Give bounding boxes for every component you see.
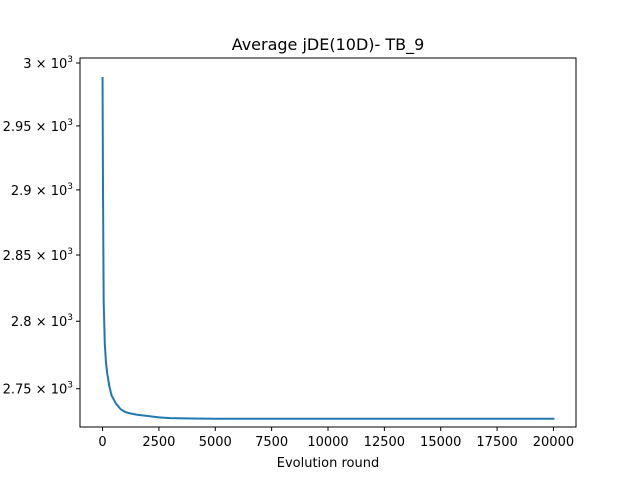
x-tick-label: 12500 [364,435,405,450]
y-tick-label: 2.75 × 103 [3,381,73,398]
x-axis: 0 2500 5000 7500 10000 12500 15000 17500 20000 [98,427,574,450]
y-tick-label: 3 × 103 [23,55,73,72]
x-axis-label: Evolution round [277,456,380,471]
x-tick-label: 5000 [199,435,232,450]
x-tick-label: 0 [98,435,106,450]
chart-title: Average jDE(10D)- TB_9 [232,35,425,55]
y-tick-label: 2.95 × 103 [3,118,73,135]
series-layer [101,76,555,420]
x-tick-label: 2500 [142,435,175,450]
x-tick-label: 17500 [476,435,517,450]
x-tick-label: 15000 [420,435,461,450]
y-axis: 2.75 × 103 2.8 × 103 2.85 × 103 2.9 × 103 2.… [3,55,80,398]
x-tick-label: 10000 [307,435,348,450]
series-line-0 [101,76,555,420]
x-tick-label: 7500 [255,435,288,450]
y-tick-label: 2.9 × 103 [11,182,73,199]
y-tick-label: 2.8 × 103 [11,313,73,330]
x-tick-label: 20000 [533,435,574,450]
y-tick-label: 2.85 × 103 [3,247,73,264]
